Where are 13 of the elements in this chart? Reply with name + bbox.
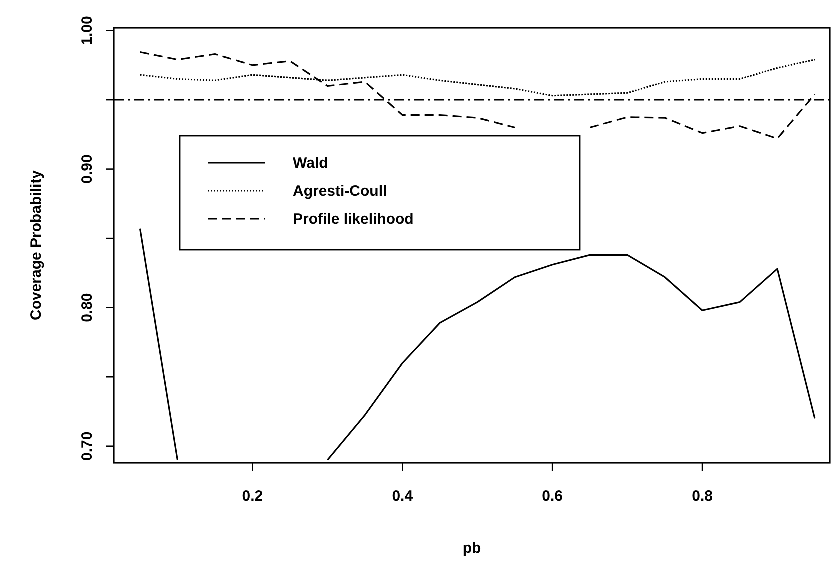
- x-tick-label: 0.2: [242, 488, 264, 505]
- y-tick-label: 1.00: [79, 16, 96, 46]
- y-tick-label: 0.70: [79, 432, 96, 461]
- x-tick-label: 0.8: [692, 488, 713, 505]
- legend-label: Wald: [293, 155, 328, 172]
- y-tick-label: 0.90: [79, 154, 96, 184]
- x-axis-title: pb: [462, 540, 482, 557]
- x-tick-label: 0.4: [392, 488, 414, 505]
- legend-label: Agresti-Coull: [293, 183, 388, 200]
- legend-label: Profile likelihood: [293, 211, 414, 228]
- x-tick-label: 0.6: [542, 488, 564, 505]
- y-axis-title: Coverage Probability: [28, 170, 45, 321]
- y-tick-label: 0.80: [79, 293, 96, 322]
